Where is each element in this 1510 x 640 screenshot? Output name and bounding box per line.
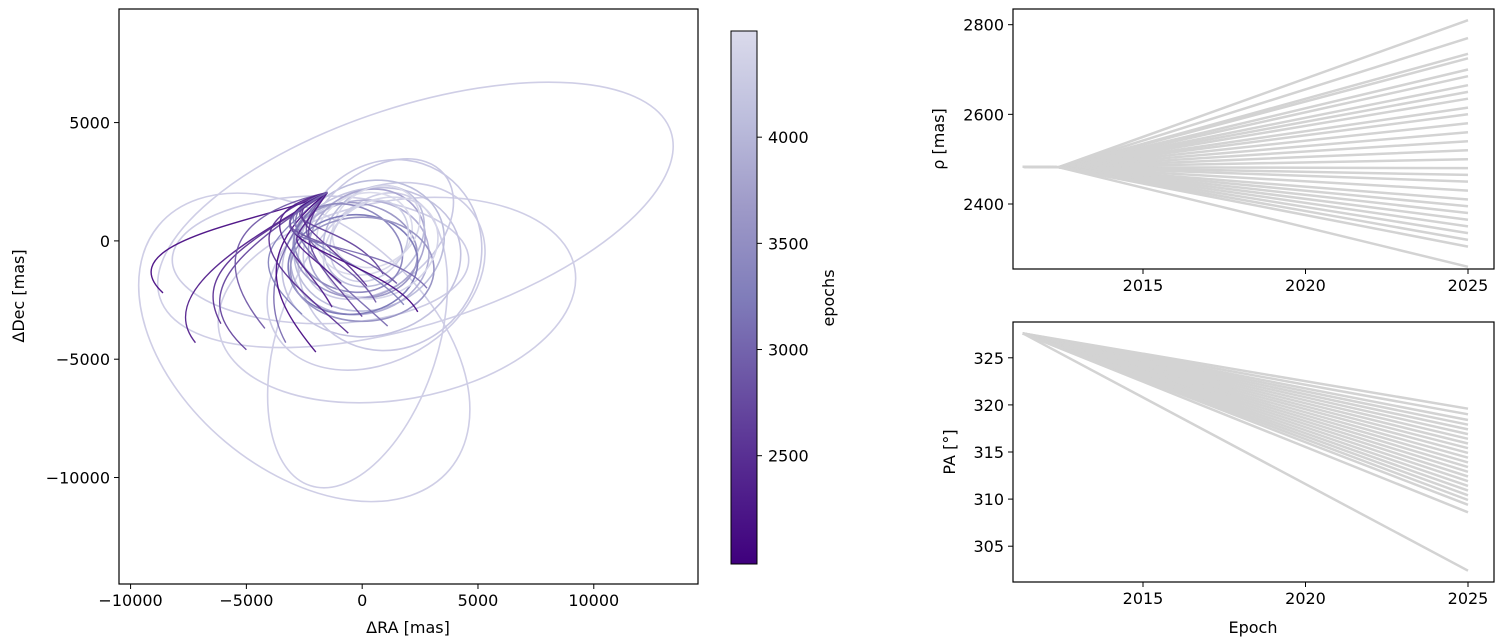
pa-lines [1022, 332, 1469, 572]
pa-x-tick-label: 2015 [1123, 589, 1164, 608]
orbit-x-tick-label: 10000 [568, 591, 619, 610]
orbit-x-axis-label: ΔRA [mas] [366, 618, 450, 637]
orbit-arc [150, 191, 328, 294]
orbit-panel: −10000 −5000 0 5000 10000 5000 0 −5000 −10000 Δ… [9, 8, 699, 637]
rho-y-ticks: 2400 2600 2800 [963, 16, 1013, 214]
rho-x-ticks: 2015 2020 2025 [1123, 269, 1489, 295]
pa-x-ticks: 2015 2020 2025 [1123, 582, 1489, 608]
orbit-track [289, 199, 430, 316]
pa-panel: 2015 2020 2025 305 310 315 320 325 Epoch PA [°… [940, 321, 1495, 637]
orbit-y-axis-label: ΔDec [mas] [9, 249, 28, 342]
orbit-x-tick-label: −10000 [98, 591, 162, 610]
orbit-arc [275, 191, 328, 353]
orbit-track [331, 185, 421, 269]
pa-y-tick-label: 325 [973, 349, 1004, 368]
rho-y-tick-label: 2800 [963, 16, 1004, 35]
colorbar-tick-label: 2500 [768, 447, 809, 466]
colorbar-tick-label: 3000 [768, 341, 809, 360]
orbit-track [266, 191, 449, 489]
orbit-track [289, 216, 435, 323]
orbit-arc [278, 191, 333, 308]
colorbar-label: epochs [819, 269, 838, 326]
orbit-track [281, 186, 462, 338]
colorbar-tick-label: 3500 [768, 234, 809, 253]
rho-axes-frame [1012, 8, 1495, 270]
rho-y-tick-label: 2400 [963, 195, 1004, 214]
orbit-x-tick-label: −5000 [219, 591, 273, 610]
orbit-y-tick-label: −5000 [56, 350, 110, 369]
pa-series-line [1022, 332, 1469, 514]
orbit-arc [234, 191, 328, 329]
rho-lines [1022, 19, 1469, 269]
colorbar-gradient [730, 30, 758, 565]
rho-x-tick-label: 2015 [1123, 276, 1164, 295]
colorbar-ticks: 2500 3000 3500 4000 [757, 128, 809, 466]
rho-panel: 2015 2020 2025 2400 2600 2800 ρ [mas] [929, 8, 1495, 295]
pa-x-tick-label: 2025 [1448, 589, 1489, 608]
orbit-x-tick-label: 0 [357, 591, 367, 610]
rho-x-tick-label: 2020 [1285, 276, 1326, 295]
orbit-y-tick-label: 0 [100, 232, 110, 251]
pa-y-tick-label: 305 [973, 537, 1004, 556]
colorbar-tick-label: 4000 [768, 128, 809, 147]
orbit-x-tick-label: 5000 [458, 591, 499, 610]
orbit-track [302, 158, 455, 301]
orbit-track [287, 213, 419, 316]
pa-y-axis-label: PA [°] [940, 429, 959, 474]
orbit-y-tick-label: 5000 [69, 114, 110, 133]
orbit-x-ticks: −10000 −5000 0 5000 10000 [98, 584, 619, 610]
orbit-arc [273, 191, 328, 343]
orbit-track [322, 196, 439, 300]
rho-y-tick-label: 2600 [963, 105, 1004, 124]
pa-series-line [1022, 332, 1469, 572]
orbit-y-tick-label: −10000 [46, 469, 110, 488]
orbit-arc [296, 192, 342, 285]
rho-x-tick-label: 2025 [1448, 276, 1489, 295]
orbit-track [293, 179, 445, 312]
orbit-y-ticks: 5000 0 −5000 −10000 [46, 114, 119, 488]
colorbar: 2500 3000 3500 4000 epochs [730, 30, 838, 565]
pa-y-tick-label: 320 [973, 396, 1004, 415]
pa-x-axis-label: Epoch [1229, 618, 1278, 637]
orbit-tracks [137, 81, 674, 503]
orbit-axes-frame [118, 8, 699, 585]
pa-y-tick-label: 315 [973, 443, 1004, 462]
orbit-arc [288, 191, 428, 289]
orbit-track [297, 158, 483, 352]
pa-x-tick-label: 2020 [1285, 589, 1326, 608]
orbit-arc [268, 191, 349, 334]
rho-y-axis-label: ρ [mas] [929, 108, 948, 169]
pa-y-tick-label: 310 [973, 490, 1004, 509]
rho-series-line [1022, 165, 1469, 269]
orbit-track [156, 81, 674, 349]
pa-y-ticks: 305 310 315 320 325 [973, 349, 1013, 556]
orbit-track [137, 192, 471, 503]
